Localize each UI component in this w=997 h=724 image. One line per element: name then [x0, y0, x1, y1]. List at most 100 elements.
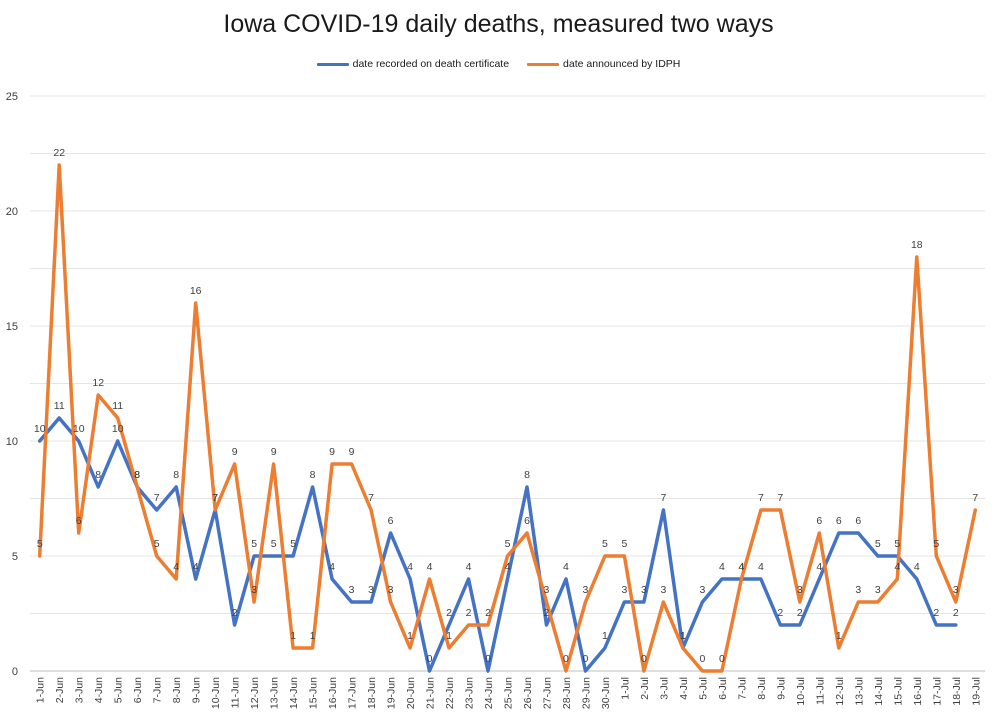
- data-label: 4: [738, 561, 744, 573]
- data-label: 1: [446, 630, 452, 642]
- legend-label: date announced by IDPH: [563, 58, 681, 70]
- data-label: 3: [544, 584, 550, 596]
- data-label: 9: [232, 446, 238, 458]
- x-tick-label: 10-Jun: [210, 677, 222, 709]
- legend: date recorded on death certificate date …: [0, 58, 997, 70]
- data-label: 11: [112, 400, 123, 412]
- x-tick-label: 8-Jun: [171, 677, 183, 703]
- x-tick-label: 24-Jun: [483, 677, 495, 709]
- y-tick-label: 5: [12, 551, 18, 563]
- x-tick-label: 12-Jul: [834, 677, 846, 706]
- x-tick-label: 13-Jul: [853, 677, 865, 706]
- data-label: 0: [563, 653, 569, 665]
- data-label: 7: [758, 492, 764, 504]
- data-label: 1: [602, 630, 608, 642]
- x-tick-label: 3-Jul: [658, 677, 670, 700]
- x-tick-label: 7-Jun: [152, 677, 164, 703]
- data-label: 2: [953, 607, 959, 619]
- x-tick-label: 13-Jun: [269, 677, 281, 709]
- data-label: 7: [972, 492, 978, 504]
- data-label: 6: [816, 515, 822, 527]
- data-label: 5: [894, 538, 900, 550]
- y-tick-label: 10: [6, 436, 18, 448]
- x-tick-label: 5-Jul: [697, 677, 709, 700]
- x-tick-label: 1-Jul: [619, 677, 631, 700]
- data-label: 5: [933, 538, 939, 550]
- x-tick-label: 2-Jun: [54, 677, 66, 703]
- data-label: 7: [212, 492, 218, 504]
- data-label: 4: [466, 561, 472, 573]
- data-label: 7: [777, 492, 783, 504]
- x-tick-label: 25-Jun: [503, 677, 515, 709]
- chart-title: Iowa COVID-19 daily deaths, measured two…: [223, 10, 774, 38]
- data-label: 3: [388, 584, 394, 596]
- x-tick-label: 15-Jul: [892, 677, 904, 706]
- data-label: 9: [271, 446, 277, 458]
- data-label: 4: [563, 561, 569, 573]
- data-label: 3: [660, 584, 666, 596]
- data-label: 11: [54, 400, 65, 412]
- legend-item-death-certificate: date recorded on death certificate: [316, 58, 509, 70]
- data-label: 3: [875, 584, 881, 596]
- data-label: 1: [680, 630, 686, 642]
- x-tick-label: 4-Jul: [678, 677, 690, 700]
- x-tick-label: 5-Jun: [113, 677, 125, 703]
- data-label: 3: [953, 584, 959, 596]
- data-label: 1: [680, 630, 686, 642]
- data-label: 10: [73, 423, 85, 435]
- data-label: 2: [797, 607, 803, 619]
- data-label: 4: [407, 561, 413, 573]
- data-label: 2: [485, 607, 491, 619]
- y-tick-label: 25: [6, 91, 18, 103]
- legend-item-idph: date announced by IDPH: [527, 58, 680, 70]
- x-tick-label: 4-Jun: [93, 677, 105, 703]
- x-tick-label: 6-Jun: [132, 677, 144, 703]
- data-label: 3: [641, 584, 647, 596]
- x-tick-label: 6-Jul: [717, 677, 729, 700]
- data-label: 5: [251, 538, 257, 550]
- data-label: 2: [232, 607, 238, 619]
- y-tick-label: 20: [6, 206, 18, 218]
- data-label: 1: [310, 630, 316, 642]
- data-label: 6: [524, 515, 530, 527]
- data-label: 3: [699, 584, 705, 596]
- x-tick-label: 27-Jun: [541, 677, 553, 709]
- y-tick-label: 0: [12, 666, 18, 678]
- legend-swatch-blue: [316, 62, 349, 66]
- data-label: 5: [154, 538, 160, 550]
- data-label: 4: [758, 561, 764, 573]
- x-tick-label: 2-Jul: [639, 677, 651, 700]
- data-label: 2: [544, 607, 550, 619]
- x-tick-label: 21-Jun: [425, 677, 437, 709]
- data-label: 10: [112, 423, 124, 435]
- x-tick-label: 19-Jul: [970, 677, 982, 706]
- data-label: 4: [738, 561, 744, 573]
- x-tick-label: 9-Jul: [775, 677, 787, 700]
- data-label: 0: [485, 653, 491, 665]
- x-tick-label: 17-Jun: [347, 677, 359, 709]
- x-tick-label: 23-Jun: [464, 677, 476, 709]
- data-label: 4: [719, 561, 725, 573]
- data-label: 3: [349, 584, 355, 596]
- x-tick-label: 11-Jul: [814, 677, 826, 705]
- data-label: 4: [193, 561, 199, 573]
- data-label: 7: [660, 492, 666, 504]
- series-line-idph: [37, 163, 978, 673]
- data-label: 22: [53, 147, 65, 159]
- data-label: 16: [190, 285, 202, 297]
- data-label: 3: [855, 584, 861, 596]
- x-tick-label: 29-Jun: [580, 677, 592, 709]
- x-tick-label: 16-Jun: [327, 677, 339, 709]
- x-tick-label: 7-Jul: [736, 677, 748, 700]
- y-tick-label: 15: [6, 321, 18, 333]
- data-label: 4: [894, 561, 900, 573]
- x-tick-label: 20-Jun: [405, 677, 417, 709]
- x-tick-label: 17-Jul: [931, 677, 943, 706]
- data-label: 3: [622, 584, 628, 596]
- x-tick-label: 28-Jun: [561, 677, 573, 709]
- data-label: 9: [349, 446, 355, 458]
- data-label: 4: [505, 561, 511, 573]
- data-label: 4: [914, 561, 920, 573]
- data-label: 0: [583, 653, 589, 665]
